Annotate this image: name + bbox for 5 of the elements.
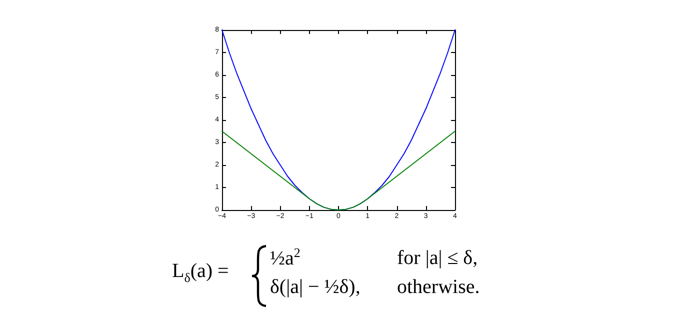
text: for |a| ≤ δ, [397,247,478,270]
text: δ(|a| − ½δ), [270,276,360,299]
text: ½a$^{2}$ [270,245,300,271]
text: L$_{δ}$(a) = [172,260,229,286]
text: otherwise. [397,276,480,299]
